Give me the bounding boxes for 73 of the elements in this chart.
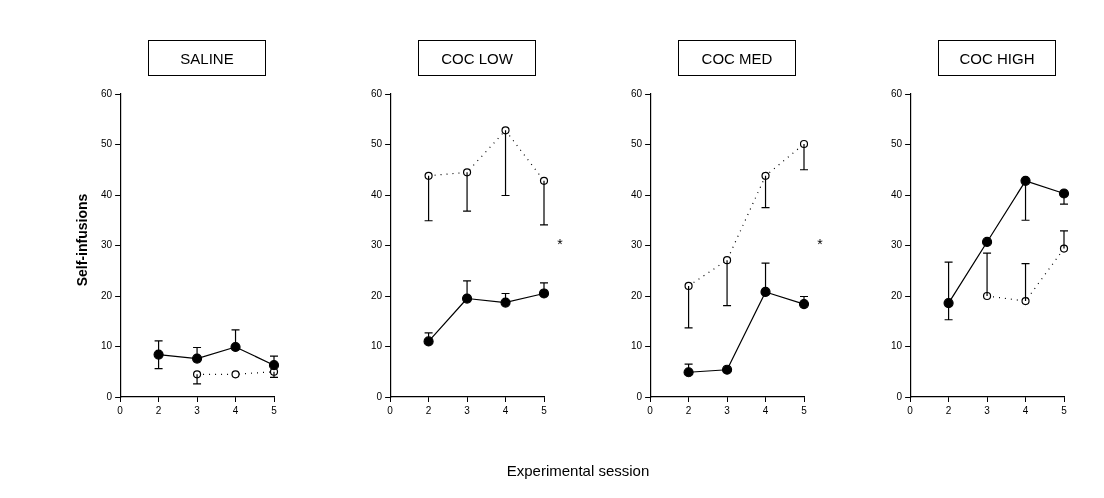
x-axis-title: Experimental session <box>505 462 651 479</box>
y-tick-label: 30 <box>371 239 383 251</box>
y-tick-label: 20 <box>371 289 383 301</box>
chart-title: COC MED <box>678 40 796 76</box>
y-tick-label: 60 <box>101 87 113 99</box>
point <box>230 341 241 353</box>
y-tick-label: 40 <box>371 188 383 200</box>
text: * <box>817 236 824 253</box>
chart-title: COC LOW <box>418 40 536 76</box>
point <box>500 297 511 308</box>
chart-title: SALINE <box>148 40 266 76</box>
x-tick-label: 5 <box>1061 404 1068 416</box>
point <box>683 367 694 378</box>
x-tick-label: 3 <box>724 404 731 416</box>
point <box>268 360 280 371</box>
x-tick-label: 3 <box>194 404 201 416</box>
y-tick-label: 50 <box>891 138 903 150</box>
x-tick-label: 3 <box>984 404 991 416</box>
y-tick-label: 50 <box>631 138 643 150</box>
y-tick-label: 10 <box>101 340 113 352</box>
y-tick-label: 40 <box>101 188 113 200</box>
y-tick-label: 30 <box>891 239 903 251</box>
y-tick-label: 50 <box>101 138 113 150</box>
point <box>501 126 510 135</box>
x-tick-label: 3 <box>464 404 471 416</box>
x-tick-label: 2 <box>155 404 162 416</box>
y-axis-title: Self-infusions <box>74 193 90 287</box>
y-tick-label: 20 <box>631 289 643 301</box>
y-tick-label: 10 <box>371 340 383 352</box>
x-tick-label: 2 <box>945 404 952 416</box>
x-tick-label: 4 <box>502 404 509 416</box>
y-tick-label: 0 <box>896 390 903 402</box>
point <box>423 336 434 347</box>
y-tick-label: 0 <box>636 390 643 402</box>
x-tick-label: 0 <box>647 404 654 416</box>
x-tick-label: 5 <box>541 404 548 416</box>
chart-title: COC HIGH <box>938 40 1056 76</box>
point <box>1021 296 1030 306</box>
y-tick-label: 60 <box>631 87 643 99</box>
text: * <box>557 236 564 253</box>
point <box>684 281 693 290</box>
y-tick-label: 60 <box>371 87 383 99</box>
y-tick-label: 30 <box>101 239 113 251</box>
y-tick-label: 10 <box>891 340 903 352</box>
point <box>761 171 770 180</box>
point <box>231 370 240 379</box>
x-tick-label: 4 <box>1022 404 1029 416</box>
x-tick-label: 0 <box>907 404 914 416</box>
point <box>1020 175 1031 186</box>
x-tick-label: 0 <box>117 404 124 416</box>
x-tick-label: 0 <box>387 404 394 416</box>
point <box>981 236 993 248</box>
x-tick-label: 5 <box>801 404 808 416</box>
x-tick-label: 2 <box>425 404 432 416</box>
x-tick-label: 4 <box>762 404 769 416</box>
x-tick-label: 2 <box>685 404 692 416</box>
y-tick-label: 30 <box>631 239 643 251</box>
y-tick-label: 20 <box>891 289 903 301</box>
y-tick-label: 50 <box>371 138 383 150</box>
y-tick-label: 20 <box>101 289 113 301</box>
point <box>153 349 164 360</box>
x-tick-label: 4 <box>232 404 239 416</box>
point <box>721 364 733 375</box>
point <box>760 286 771 298</box>
y-tick-label: 10 <box>631 340 643 352</box>
point <box>538 288 550 299</box>
y-tick-label: 40 <box>891 188 903 200</box>
x-tick-label: 5 <box>271 404 278 416</box>
y-tick-label: 40 <box>631 188 643 200</box>
y-tick-label: 60 <box>891 87 903 99</box>
y-tick-label: 0 <box>106 390 113 402</box>
point <box>424 171 433 180</box>
y-tick-label: 0 <box>376 390 383 402</box>
